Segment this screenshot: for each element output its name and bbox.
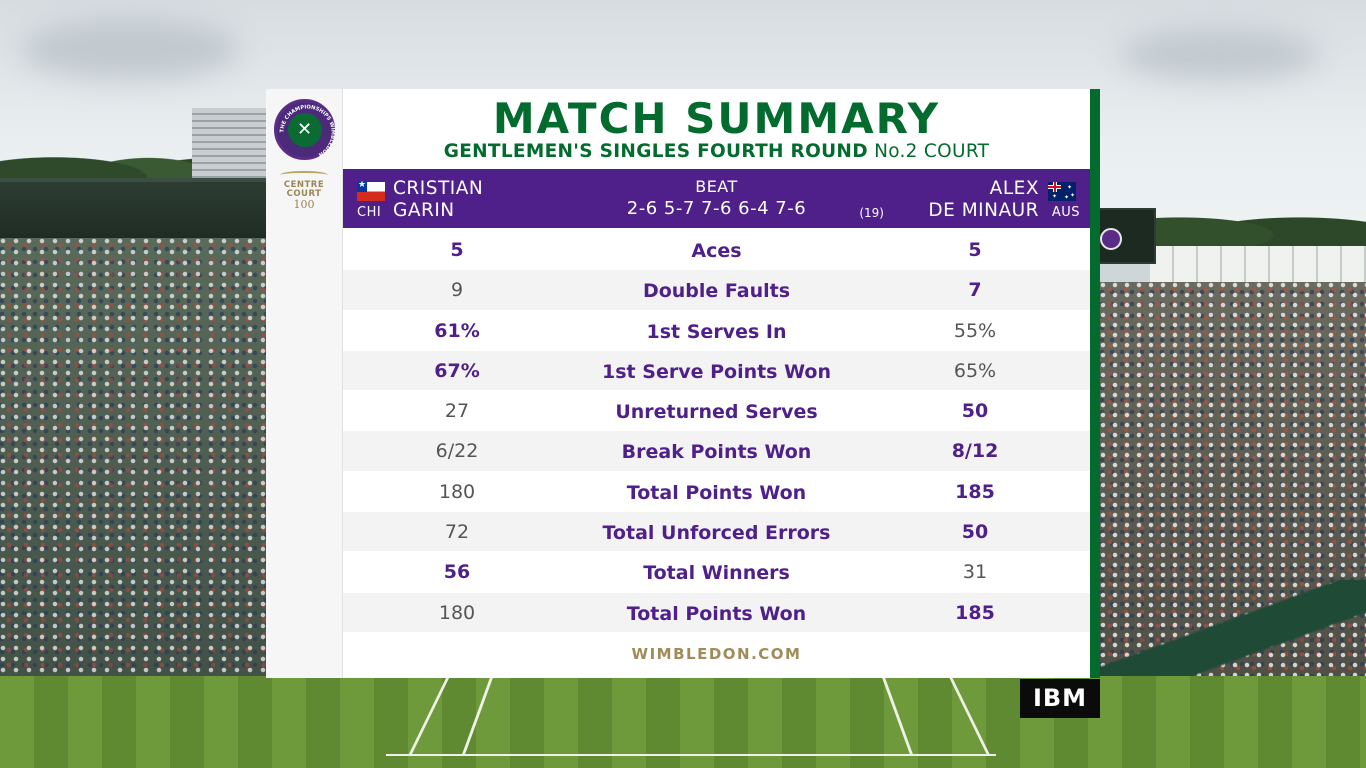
player2-stat-value: 55%: [953, 319, 997, 342]
stat-label: Total Winners: [643, 562, 790, 585]
player2-stat-value: 5: [968, 239, 982, 261]
stand-right: [1150, 246, 1366, 282]
logo-column: THE CHAMPIONSHIPS WIMBLEDON ✕ CENTRE COU…: [266, 89, 343, 678]
stat-row: 5 Aces 5: [343, 230, 1090, 271]
stat-row: 56 Total Winners 31: [343, 552, 1090, 593]
stat-row: 6/22 Break Points Won 8/12: [343, 431, 1090, 472]
website-footer: WIMBLEDON.COM: [631, 645, 802, 663]
stat-label: Double Faults: [642, 280, 791, 303]
player1-stat-value: 180: [438, 480, 476, 503]
player1-stat-value: 180: [438, 601, 476, 624]
stat-row: 61% 1st Serves In 55%: [343, 310, 1090, 351]
player1-stat-value: 72: [444, 521, 470, 544]
australia-flag-icon: ✦ ✦ ✦ ✦: [1048, 182, 1076, 201]
player1-last-name: GARIN: [393, 200, 455, 221]
wimbledon-logo-icon: THE CHAMPIONSHIPS WIMBLEDON ✕: [274, 99, 336, 160]
court-label: No.2 COURT: [874, 141, 990, 162]
tower-building: [192, 108, 266, 190]
stat-label: Break Points Won: [621, 441, 812, 464]
match-summary-panel: THE CHAMPIONSHIPS WIMBLEDON ✕ CENTRE COU…: [266, 89, 1100, 678]
player1-stat-value: 5: [450, 239, 464, 261]
result-verb: BEAT: [695, 177, 738, 196]
player2-stat-value: 7: [968, 279, 982, 302]
player2-stat-value: 185: [955, 480, 995, 503]
union-jack-icon: [1048, 182, 1061, 192]
stat-row: 180 Total Points Won 185: [343, 471, 1090, 513]
player2-stat-value: 65%: [953, 359, 997, 382]
logo-ring-text: THE CHAMPIONSHIPS WIMBLEDON: [279, 104, 335, 157]
grass-court: [0, 676, 1366, 768]
clubhouse-building: [0, 178, 270, 238]
stat-label: Total Points Won: [626, 602, 807, 625]
stat-label: Total Unforced Errors: [602, 522, 831, 545]
stat-label: Unreturned Serves: [615, 401, 818, 424]
panel-edge: [1090, 89, 1100, 678]
centre-court-100-logo: CENTRE COURT 100: [276, 171, 332, 213]
player1-stat-value: 9: [450, 279, 464, 302]
court-lines: [386, 676, 996, 756]
stat-label: Total Points Won: [626, 481, 807, 504]
player2-stat-value: 185: [955, 601, 995, 624]
player2-stat-value: 50: [961, 400, 989, 423]
player1-country: CHI: [357, 205, 382, 220]
scoreboard-logo-icon: [1100, 228, 1122, 250]
centre-court-line2: COURT: [286, 189, 322, 199]
stat-label: 1st Serve Points Won: [602, 360, 831, 383]
stat-row: 27 Unreturned Serves 50: [343, 391, 1090, 432]
player1-stat-value: 6/22: [435, 440, 479, 463]
logo-ring-label: THE CHAMPIONSHIPS WIMBLEDON: [279, 104, 335, 157]
player1-first-name: CRISTIAN: [393, 178, 484, 199]
player1-stat-value: 61%: [434, 319, 480, 342]
svg-text:THE CHAMPIONSHIPS WIMBLEDON: THE CHAMPIONSHIPS WIMBLEDON: [279, 104, 335, 157]
page-title: MATCH SUMMARY: [492, 94, 941, 143]
centre-court-number: 100: [293, 198, 315, 211]
result-bar: CHI CRISTIAN GARIN BEAT 2-6 5-7 7-6 6-4 …: [343, 169, 1090, 228]
cloud: [1120, 30, 1320, 80]
stat-row: 67% 1st Serve Points Won 65%: [343, 350, 1090, 392]
stat-row: 9 Double Faults 7: [343, 270, 1090, 311]
stat-label: 1st Serves In: [646, 320, 787, 343]
player2-stat-value: 8/12: [951, 440, 999, 463]
player2-stat-value: 31: [962, 561, 988, 584]
round-label: GENTLEMEN'S SINGLES FOURTH ROUND: [443, 141, 868, 162]
player1-stat-value: 56: [443, 561, 471, 584]
crossed-rackets-icon: ✕: [287, 112, 322, 147]
match-subtitle: GENTLEMEN'S SINGLES FOURTH ROUND No.2 CO…: [343, 141, 1090, 163]
player2-country: AUS: [1051, 205, 1080, 220]
player2-stat-value: 50: [961, 521, 989, 544]
player2-first-name: ALEX: [989, 178, 1039, 199]
stat-row: 72 Total Unforced Errors 50: [343, 512, 1090, 553]
player2-last-name: DE MINAUR: [928, 200, 1039, 221]
centre-court-line1: CENTRE: [283, 180, 325, 190]
player2-seed: (19): [859, 206, 884, 220]
player1-stat-value: 27: [444, 400, 470, 423]
stat-label: Aces: [691, 240, 742, 262]
ibm-logo: IBM: [1020, 679, 1100, 718]
crown-icon: [280, 171, 328, 179]
cloud: [20, 20, 240, 80]
chile-flag-icon: [357, 180, 385, 201]
stat-row: 180 Total Points Won 185: [343, 592, 1090, 633]
stats-table: 5 Aces 5 9 Double Faults 7 61% 1st Serves In 55%…: [343, 230, 1090, 633]
match-score: 2-6 5-7 7-6 6-4 7-6: [626, 198, 807, 219]
player1-stat-value: 67%: [434, 359, 480, 382]
summary-main: MATCH SUMMARY GENTLEMEN'S SINGLES FOURTH…: [343, 89, 1090, 678]
